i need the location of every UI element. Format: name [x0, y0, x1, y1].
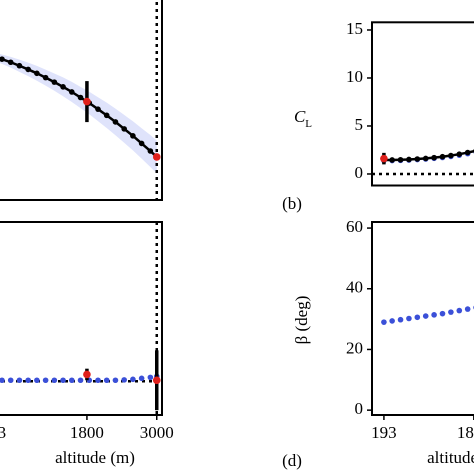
measured-point: [83, 97, 91, 106]
data-point: [464, 306, 471, 312]
x-axis-label: altitude (m): [55, 448, 135, 467]
data-point: [68, 377, 75, 384]
y-tick-label: 10: [346, 67, 363, 86]
data-point: [138, 375, 145, 382]
y-axis-label-main: C: [294, 107, 306, 126]
y-axis-label-sub: L: [305, 118, 312, 130]
data-point: [60, 377, 66, 384]
uncertainty-band: [0, 53, 157, 174]
panel-label: (b): [282, 194, 302, 213]
data-point: [16, 377, 23, 384]
data-point: [103, 377, 110, 384]
data-point: [77, 377, 84, 384]
y-tick-label: 60: [346, 217, 363, 236]
measured-point: [83, 370, 91, 379]
series-line: [383, 149, 474, 162]
data-point: [422, 313, 429, 319]
data-point: [7, 377, 14, 384]
x-tick-label: 193: [371, 423, 397, 442]
plot-frame: [0, 0, 163, 201]
y-tick-label: 15: [346, 19, 363, 38]
x-tick-label: 3000: [140, 423, 174, 442]
x-tick-label: 1800: [70, 423, 104, 442]
data-point: [414, 314, 421, 321]
y-tick-label: 0: [355, 399, 364, 418]
measured-point: [152, 376, 161, 385]
data-point: [381, 319, 387, 325]
data-point: [130, 376, 136, 383]
panel-label: (d): [282, 451, 302, 470]
data-point: [439, 310, 446, 317]
data-point: [25, 377, 31, 384]
data-point: [448, 309, 454, 315]
plot-frame: [0, 221, 163, 416]
y-tick-label: 40: [346, 278, 363, 297]
y-tick-label: 0: [355, 163, 364, 182]
data-point: [121, 377, 127, 383]
y-axis-label: β (deg): [292, 296, 311, 345]
series-line: [0, 57, 158, 158]
data-point: [95, 377, 101, 384]
x-axis-label: altitude (m): [427, 448, 474, 467]
y-tick-label: 5: [355, 115, 364, 134]
plot-frame: [371, 221, 474, 416]
data-point: [34, 377, 40, 384]
data-point: [406, 315, 412, 322]
y-axis-label: CL: [294, 107, 312, 130]
data-point: [431, 312, 437, 318]
data-point: [51, 377, 58, 384]
plot-frame: [371, 21, 474, 187]
data-point: [456, 307, 463, 314]
data-point: [0, 377, 5, 384]
x-tick-label: 1800: [457, 423, 474, 442]
x-tick-label: 193: [0, 423, 6, 442]
measured-point: [152, 153, 161, 161]
data-point: [389, 318, 395, 324]
data-point: [112, 377, 119, 384]
y-tick-label: 20: [346, 338, 363, 357]
data-point: [42, 377, 49, 384]
measured-point: [380, 154, 388, 163]
data-point: [147, 374, 154, 381]
data-point: [397, 316, 404, 323]
